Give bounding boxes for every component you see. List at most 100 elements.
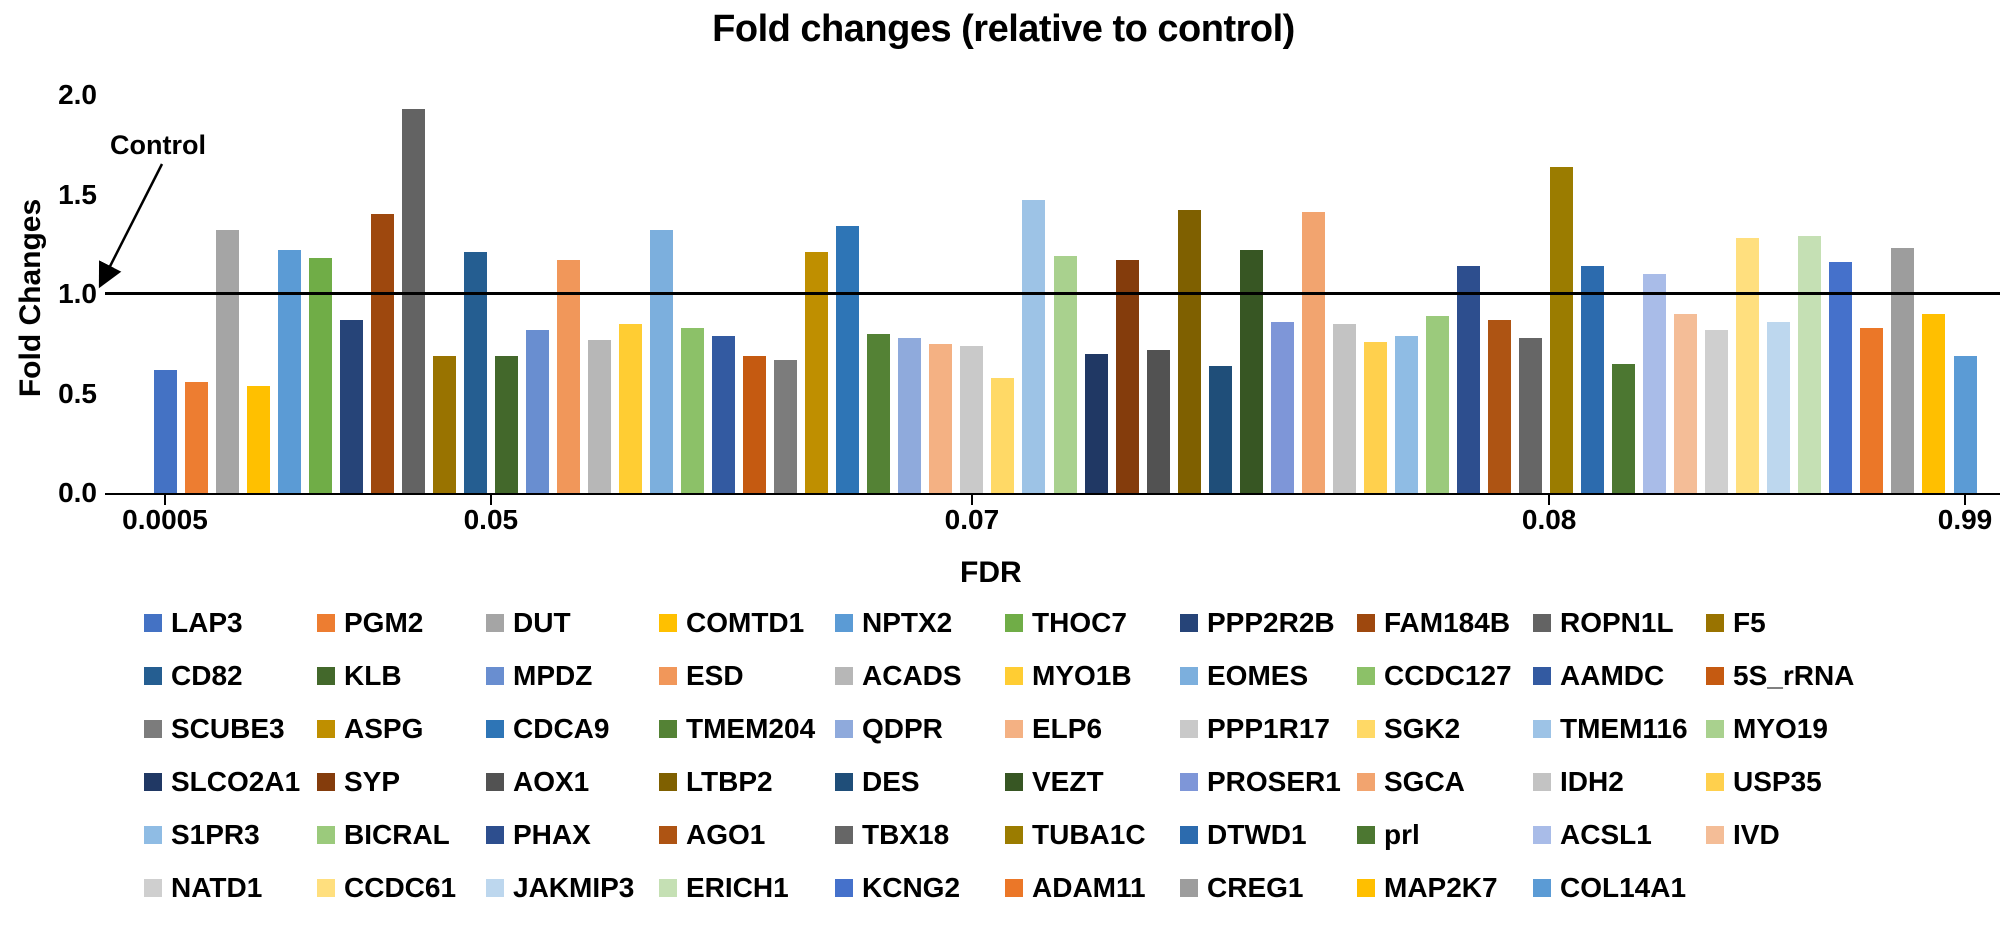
legend-label: NATD1 — [171, 872, 263, 903]
legend-swatch-icon — [144, 667, 162, 685]
x-tick-label: 0.07 — [944, 504, 1000, 535]
bar-KLB — [494, 355, 518, 493]
legend-item-EOMES: EOMES — [1180, 660, 1309, 691]
bar-AAMDC — [712, 335, 736, 493]
legend-item-ACADS: ACADS — [835, 660, 962, 691]
legend-swatch-icon — [1005, 667, 1023, 685]
bar-PROSER1 — [1270, 321, 1294, 493]
legend-swatch-icon — [144, 773, 162, 791]
legend-item-ELP6: ELP6 — [1005, 713, 1103, 744]
legend-item-CCDC127: CCDC127 — [1357, 660, 1512, 691]
x-axis-title: FDR — [960, 556, 1022, 589]
bar-AOX1 — [1146, 349, 1170, 493]
bar-TMEM204 — [867, 333, 891, 493]
legend-item-AAMDC: AAMDC — [1533, 660, 1664, 691]
legend-swatch-icon — [1706, 614, 1724, 632]
bar-CD82 — [463, 252, 487, 493]
bar-NATD1 — [1705, 329, 1729, 493]
x-tick-mark — [970, 495, 973, 505]
legend-swatch-icon — [835, 614, 853, 632]
legend-item-ASPG: ASPG — [317, 713, 424, 744]
legend-swatch-icon — [1533, 667, 1551, 685]
legend-label: ELP6 — [1032, 713, 1103, 744]
legend-label: ACSL1 — [1560, 819, 1652, 850]
legend-swatch-icon — [1005, 720, 1023, 738]
legend-item-THOC7: THOC7 — [1005, 607, 1127, 638]
legend-item-LTBP2: LTBP2 — [659, 766, 773, 797]
bar-TUBA1C — [1550, 166, 1574, 493]
legend-item-CD82: CD82 — [144, 660, 243, 691]
legend-swatch-icon — [486, 667, 504, 685]
legend-label: SLCO2A1 — [171, 766, 301, 797]
legend-label: PPP2R2B — [1207, 607, 1335, 638]
legend-label: ASPG — [344, 713, 424, 744]
bar-USP35 — [1363, 341, 1387, 493]
legend-swatch-icon — [1005, 614, 1023, 632]
legend-label: ACADS — [862, 660, 962, 691]
bar-ESD — [556, 260, 580, 493]
legend-label: SGCA — [1384, 766, 1465, 797]
control-reference-line — [105, 292, 2000, 295]
legend-item-ESD: ESD — [659, 660, 744, 691]
legend-item-ACSL1: ACSL1 — [1533, 819, 1652, 850]
legend-swatch-icon — [1706, 667, 1724, 685]
legend-label: EOMES — [1207, 660, 1309, 691]
legend-label: KCNG2 — [862, 872, 961, 903]
legend-item-MYO1B: MYO1B — [1005, 660, 1132, 691]
bar-ADAM11 — [1860, 327, 1884, 493]
y-tick-label: 2.0 — [58, 79, 97, 110]
legend-item-F5: F5 — [1706, 607, 1766, 638]
x-tick-label: 0.0005 — [122, 504, 208, 535]
legend-label: JAKMIP3 — [513, 872, 635, 903]
bar-ACADS — [587, 339, 611, 493]
legend-item-prl: prl — [1357, 819, 1420, 850]
bar-PPP2R2B — [339, 319, 363, 493]
legend-item-SGCA: SGCA — [1357, 766, 1465, 797]
legend-label: TBX18 — [862, 819, 950, 850]
legend-item-TBX18: TBX18 — [835, 819, 950, 850]
legend-label: BICRAL — [344, 819, 450, 850]
bar-prl — [1612, 363, 1636, 493]
x-tick-label: 0.05 — [463, 504, 519, 535]
legend-swatch-icon — [1180, 614, 1198, 632]
legend-swatch-icon — [1005, 879, 1023, 897]
legend-swatch-icon — [317, 826, 335, 844]
legend-item-PPP2R2B: PPP2R2B — [1180, 607, 1335, 638]
legend-label: DES — [862, 766, 920, 797]
legend-item-PHAX: PHAX — [486, 819, 591, 850]
legend-label: PGM2 — [344, 607, 424, 638]
bar-PHAX — [1456, 266, 1480, 493]
legend-swatch-icon — [659, 614, 677, 632]
bar-PGM2 — [184, 381, 208, 493]
bar-SLCO2A1 — [1084, 353, 1108, 493]
bar-COMTD1 — [246, 385, 270, 493]
x-tick-label: 0.08 — [1521, 504, 1577, 535]
bar-IVD — [1674, 313, 1698, 493]
bar-SYP — [1115, 260, 1139, 493]
legend-label: 5S_rRNA — [1733, 660, 1855, 691]
legend-label: ESD — [686, 660, 744, 691]
bar-ELP6 — [929, 343, 953, 493]
legend-swatch-icon — [486, 614, 504, 632]
legend-swatch-icon — [1706, 720, 1724, 738]
bar-ROPN1L — [401, 108, 425, 493]
legend-item-TMEM204: TMEM204 — [659, 713, 815, 744]
bar-MYO19 — [1053, 256, 1077, 493]
y-tick-label: 1.5 — [58, 178, 97, 210]
bar-F5 — [432, 355, 456, 493]
bar-AGO1 — [1487, 319, 1511, 493]
bar-DTWD1 — [1581, 266, 1605, 493]
bar-TMEM116 — [1022, 200, 1046, 493]
legend-label: ERICH1 — [686, 872, 789, 903]
legend-item-AOX1: AOX1 — [486, 766, 589, 797]
bar-PPP1R17 — [960, 345, 984, 493]
bar-JAKMIP3 — [1767, 321, 1791, 493]
legend-label: F5 — [1733, 607, 1766, 638]
legend-label: PHAX — [513, 819, 591, 850]
legend-item-VEZT: VEZT — [1005, 766, 1104, 797]
x-tick-mark — [489, 495, 492, 505]
bar-MAP2K7 — [1922, 313, 1946, 493]
legend-label: SYP — [344, 766, 401, 797]
legend-swatch-icon — [486, 720, 504, 738]
legend-item-MYO19: MYO19 — [1706, 713, 1828, 744]
